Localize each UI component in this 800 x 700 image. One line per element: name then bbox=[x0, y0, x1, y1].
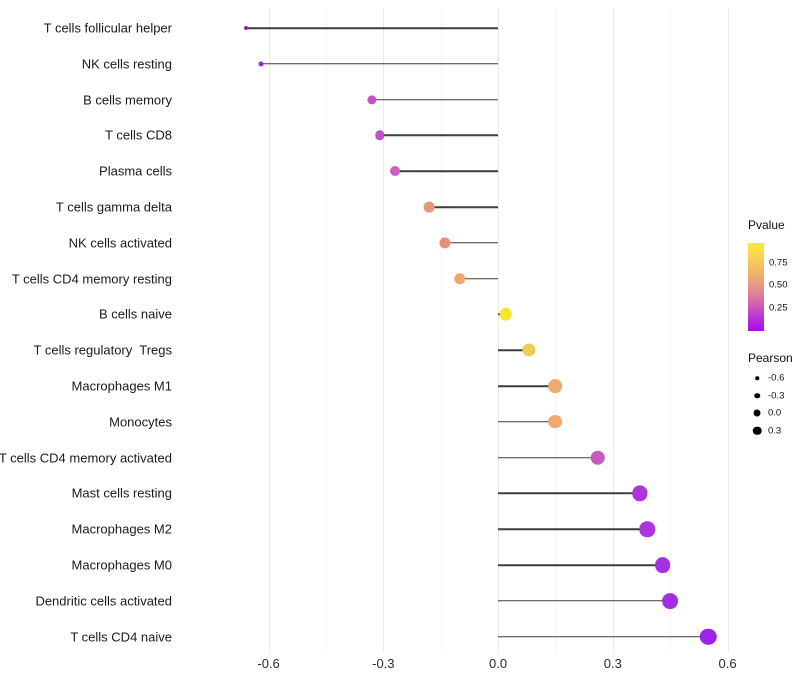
gridline-major bbox=[383, 8, 385, 652]
lollipop-dot bbox=[499, 308, 513, 321]
lollipop-dot bbox=[700, 628, 717, 645]
lollipop-stem bbox=[429, 206, 499, 208]
pearson-legend-label: -0.6 bbox=[768, 372, 785, 384]
gridline-minor bbox=[555, 8, 557, 652]
lollipop-stem bbox=[498, 456, 598, 459]
gridline-major bbox=[498, 8, 500, 652]
pvalue-tick-label: 0.25 bbox=[769, 302, 788, 314]
lollipop-dot bbox=[367, 94, 377, 105]
x-axis-tick-label: 0.6 bbox=[718, 656, 737, 671]
lollipop-stem bbox=[371, 98, 499, 101]
gridline-minor bbox=[325, 8, 327, 652]
lollipop-dot bbox=[548, 379, 563, 393]
gridline-major bbox=[727, 8, 729, 652]
lollipop-stem bbox=[498, 421, 556, 423]
row-label: Macrophages M0 bbox=[71, 557, 172, 573]
lollipop-stem bbox=[498, 492, 640, 495]
lollipop-stem bbox=[394, 170, 499, 172]
pvalue-legend-title: Pvalue bbox=[748, 218, 785, 232]
lollipop-stem bbox=[498, 349, 529, 351]
lollipop-dot bbox=[654, 557, 671, 573]
lollipop-stem bbox=[498, 635, 709, 638]
lollipop-stem bbox=[498, 564, 663, 566]
pearson-legend-label: 0.0 bbox=[768, 407, 782, 419]
lollipop-dot bbox=[389, 166, 400, 177]
row-label: B cells memory bbox=[83, 92, 172, 108]
row-label: T cells gamma delta bbox=[55, 199, 172, 215]
lollipop-dot bbox=[423, 201, 435, 213]
lollipop-stem bbox=[498, 385, 556, 387]
lollipop-dot bbox=[243, 26, 248, 30]
pearson-legend-dot bbox=[754, 392, 760, 399]
row-label: Macrophages M1 bbox=[71, 378, 172, 394]
row-label: NK cells resting bbox=[81, 56, 172, 72]
row-label: T cells regulatory Tregs bbox=[33, 342, 172, 358]
gridline-minor bbox=[440, 8, 442, 652]
pearson-legend-dot bbox=[755, 376, 759, 380]
lollipop-dot bbox=[590, 450, 605, 465]
row-label: Monocytes bbox=[109, 414, 172, 430]
pearson-legend-dot bbox=[752, 426, 762, 435]
lollipop-stem bbox=[444, 242, 499, 244]
pvalue-tick-label: 0.75 bbox=[769, 257, 788, 269]
x-axis-tick-label: 0.3 bbox=[603, 656, 622, 671]
x-axis-tick-label: 0.0 bbox=[489, 656, 508, 671]
pearson-legend-title: Pearson bbox=[748, 351, 793, 365]
lollipop-dot bbox=[662, 592, 679, 609]
lollipop-stem bbox=[498, 528, 648, 530]
row-label: Plasma cells bbox=[99, 163, 172, 179]
lollipop-dot bbox=[374, 130, 385, 141]
lollipop-dot bbox=[454, 272, 466, 285]
plot-panel: T cells follicular helper NK cells restin… bbox=[0, 8, 740, 652]
gridline-minor bbox=[670, 8, 672, 652]
gridline-major bbox=[612, 8, 614, 652]
pearson-legend-dot bbox=[753, 409, 761, 417]
lollipop-stem bbox=[498, 600, 671, 602]
lollipop-stem bbox=[245, 27, 499, 29]
row-label: T cells CD4 naive bbox=[70, 629, 172, 645]
lollipop-dot bbox=[631, 485, 648, 502]
lollipop-stem bbox=[459, 277, 499, 280]
row-label: T cells CD4 memory resting bbox=[11, 271, 172, 287]
row-label: Dendritic cells activated bbox=[35, 593, 172, 609]
row-label: T cells CD8 bbox=[105, 127, 172, 143]
lollipop-dot bbox=[258, 61, 264, 67]
pearson-legend-label: -0.3 bbox=[768, 390, 785, 401]
x-axis-tick-label: -0.3 bbox=[372, 656, 395, 671]
lollipop-dot bbox=[548, 414, 563, 429]
gridline-major bbox=[268, 8, 270, 652]
lollipop-dot bbox=[438, 237, 451, 249]
lollipop-stem bbox=[260, 63, 499, 65]
row-label: T cells CD4 memory activated bbox=[0, 450, 172, 466]
row-label: B cells naive bbox=[99, 306, 172, 322]
row-label: Mast cells resting bbox=[71, 485, 172, 501]
x-axis-tick-label: -0.6 bbox=[257, 656, 280, 671]
row-label: NK cells activated bbox=[68, 235, 172, 251]
pearson-legend-label: 0.3 bbox=[768, 425, 782, 436]
lollipop-dot bbox=[522, 343, 536, 357]
pvalue-colorbar bbox=[748, 243, 764, 331]
lollipop-stem bbox=[379, 134, 499, 137]
row-label: Macrophages M2 bbox=[71, 521, 172, 537]
pvalue-tick-label: 0.50 bbox=[769, 279, 788, 291]
row-label: T cells follicular helper bbox=[43, 20, 172, 36]
lollipop-dot bbox=[639, 521, 655, 537]
